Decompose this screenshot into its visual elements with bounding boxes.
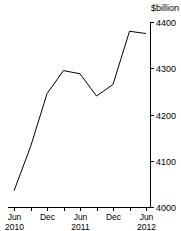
x-tick-label: Jun2010 — [5, 212, 24, 231]
x-tick — [31, 207, 32, 211]
chart-container: 4000 4100 4200 4300 4400 $billion Jun2010 Dec Ju… — [0, 0, 181, 231]
y-tick — [150, 207, 154, 208]
x-tick — [97, 207, 98, 211]
y-tick — [150, 68, 154, 69]
x-axis — [8, 207, 150, 208]
x-tick — [14, 207, 15, 211]
y-tick — [150, 161, 154, 162]
y-tick-label: 4300 — [156, 64, 176, 74]
y-axis — [150, 22, 151, 208]
y-tick-label: 4100 — [156, 157, 176, 167]
x-tick — [80, 207, 81, 211]
y-tick-label: 4000 — [156, 203, 176, 213]
x-tick — [47, 207, 48, 211]
y-tick-label: 4200 — [156, 111, 176, 121]
chart: 4000 4100 4200 4300 4400 $billion Jun2010 Dec Ju… — [0, 0, 181, 231]
plot-area — [14, 31, 146, 191]
y-tick — [150, 115, 154, 116]
x-tick-label: Dec — [106, 212, 122, 222]
data-line — [14, 31, 146, 191]
x-tick-label: Dec — [40, 212, 56, 222]
y-axis-label: $billion — [151, 3, 179, 13]
y-tick — [150, 22, 154, 23]
x-tick-label: Jun2011 — [71, 212, 90, 231]
x-tick — [113, 207, 114, 211]
x-tick — [146, 207, 147, 211]
x-tick — [64, 207, 65, 211]
x-tick — [130, 207, 131, 211]
x-tick-label: Jun2012 — [137, 212, 156, 231]
y-tick-label: 4400 — [156, 18, 176, 28]
